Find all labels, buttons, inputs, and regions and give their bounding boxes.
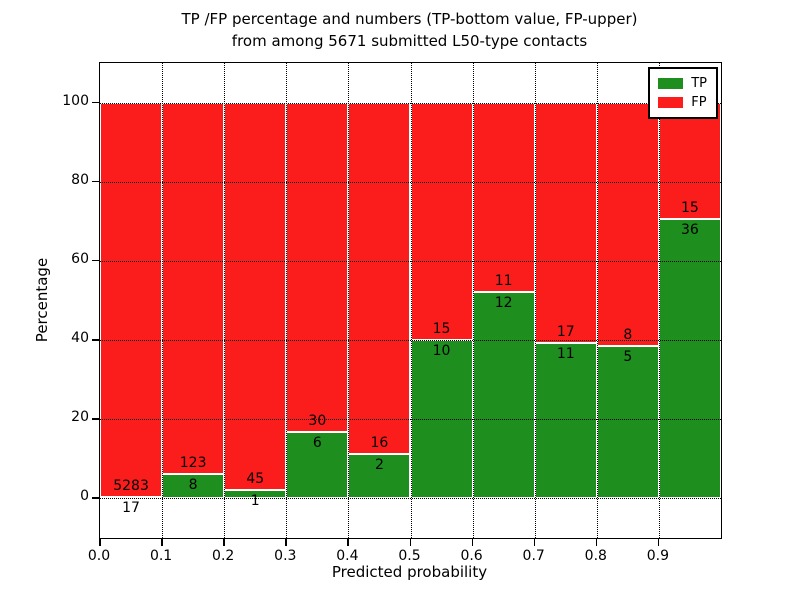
y-tick-mark xyxy=(92,418,99,420)
fp-count-label: 8 xyxy=(623,327,633,344)
chart-title: TP /FP percentage and numbers (TP-bottom… xyxy=(99,8,720,52)
bar-segment-tp xyxy=(348,454,411,499)
tp-count-label: 5 xyxy=(623,349,633,366)
gridline-horizontal xyxy=(100,419,721,421)
tp-count-label: 11 xyxy=(556,345,575,362)
chart-title-line2: from among 5671 submitted L50-type conta… xyxy=(231,32,588,50)
bar-segment-tp xyxy=(286,432,349,499)
plot-area: TP FP 5283 17 123 8 45 1 30 6 16 2 15 10 11 12 17 11 8 5 1… xyxy=(99,62,722,539)
fp-swatch-icon xyxy=(658,97,684,108)
y-tick-mark xyxy=(92,259,99,262)
y-tick-mark xyxy=(92,497,99,499)
tp-count-label: 2 xyxy=(374,457,384,474)
fp-count-label: 15 xyxy=(681,200,699,216)
tp-count-label: 10 xyxy=(432,343,451,360)
y-tick-label: 100 xyxy=(62,92,89,109)
bar-segment-fp xyxy=(100,102,163,498)
bar-segment-fp xyxy=(348,102,411,455)
gridline-vertical xyxy=(286,63,288,538)
bar-segment-fp xyxy=(534,102,597,343)
y-tick-label: 60 xyxy=(71,250,89,267)
fp-count-label: 30 xyxy=(308,413,327,430)
x-tick-label: 0.6 xyxy=(460,548,483,564)
x-tick-mark xyxy=(99,539,101,546)
y-tick-label: 80 xyxy=(71,171,89,188)
x-tick-mark xyxy=(533,539,536,546)
fp-count-label: 5283 xyxy=(113,478,149,495)
bar-segment-tp xyxy=(472,291,535,499)
bar-segment-fp xyxy=(162,102,225,475)
x-tick-label: 0.1 xyxy=(149,548,173,564)
tp-count-label: 8 xyxy=(188,477,198,494)
x-tick-label: 0.7 xyxy=(522,548,545,564)
x-tick-mark xyxy=(161,539,163,546)
bar-segment-fp xyxy=(596,102,659,347)
bar-segment-fp xyxy=(472,102,535,292)
y-tick-label: 0 xyxy=(80,488,89,505)
x-tick-label: 0.0 xyxy=(87,548,111,564)
tp-count-label: 17 xyxy=(122,500,140,517)
legend-label-tp: TP xyxy=(691,76,707,91)
gridline-horizontal xyxy=(100,340,721,342)
chart-title-line1: TP /FP percentage and numbers (TP-bottom… xyxy=(181,10,638,28)
legend-item-tp: TP xyxy=(658,74,707,93)
x-tick-label: 0.2 xyxy=(212,548,235,564)
gridline-vertical xyxy=(410,63,412,538)
fp-count-label: 45 xyxy=(246,470,265,487)
bar-segment-fp xyxy=(658,102,721,219)
x-tick-mark xyxy=(595,539,598,546)
x-tick-mark xyxy=(409,539,411,546)
bar-segment-fp xyxy=(224,102,287,490)
legend-item-fp: FP xyxy=(658,93,707,112)
fp-count-label: 123 xyxy=(179,455,207,472)
gridline-horizontal xyxy=(100,102,721,104)
tp-swatch-icon xyxy=(658,78,684,89)
y-tick-label: 20 xyxy=(71,409,89,426)
gridline-vertical xyxy=(534,63,536,538)
x-tick-label: 0.8 xyxy=(584,548,607,564)
gridline-horizontal xyxy=(100,260,721,262)
tp-count-label: 12 xyxy=(494,294,513,311)
fp-count-label: 16 xyxy=(370,435,389,452)
y-tick-mark xyxy=(92,339,99,341)
x-tick-label: 0.9 xyxy=(646,548,670,564)
tp-count-label: 1 xyxy=(250,492,260,509)
x-tick-mark xyxy=(285,539,287,546)
bar-segment-fp xyxy=(410,102,473,341)
gridline-horizontal xyxy=(100,181,721,183)
bar-segment-tp xyxy=(596,346,659,499)
gridline-vertical xyxy=(596,63,598,538)
legend: TP FP xyxy=(648,67,718,119)
x-tick-label: 0.3 xyxy=(274,548,297,564)
x-tick-label: 0.5 xyxy=(398,548,421,564)
fp-count-label: 15 xyxy=(432,321,451,338)
x-tick-label: 0.4 xyxy=(336,548,359,564)
bar-segment-fp xyxy=(286,102,349,433)
gridline-horizontal xyxy=(100,498,721,500)
gridline-vertical xyxy=(162,63,164,538)
legend-label-fp: FP xyxy=(691,95,707,110)
x-tick-mark xyxy=(471,539,474,546)
x-tick-mark xyxy=(657,539,660,546)
tp-count-label: 6 xyxy=(312,435,322,452)
fp-count-label: 11 xyxy=(494,272,513,289)
gridline-vertical xyxy=(348,63,350,538)
y-tick-label: 40 xyxy=(71,330,89,347)
x-tick-mark xyxy=(347,539,349,546)
y-tick-mark xyxy=(92,180,99,183)
x-axis-label: Predicted probability xyxy=(331,563,488,581)
y-tick-mark xyxy=(92,101,99,104)
gridline-vertical xyxy=(224,63,226,538)
x-tick-mark xyxy=(223,539,225,546)
bar-segment-tp xyxy=(534,342,597,499)
gridline-vertical xyxy=(472,63,474,538)
gridline-vertical xyxy=(658,63,660,538)
fp-count-label: 17 xyxy=(556,323,575,340)
tp-count-label: 36 xyxy=(681,222,699,238)
